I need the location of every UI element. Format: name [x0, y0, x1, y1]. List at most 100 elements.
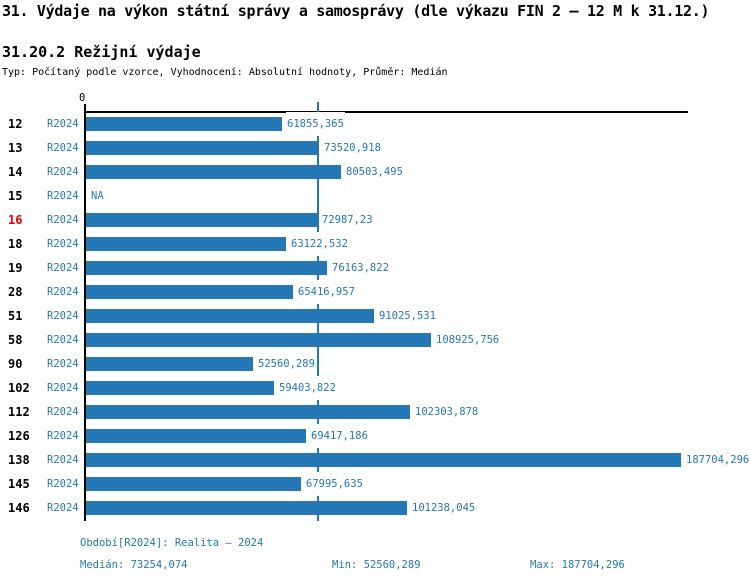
chart-row: 145 R2024 67995,635 [0, 472, 750, 496]
row-number: 12 [8, 117, 23, 131]
bar-value-label: 80503,495 [345, 160, 404, 184]
chart-row: 28 R2024 65416,957 [0, 280, 750, 304]
min-label: Min: [332, 559, 358, 571]
row-number: 51 [8, 309, 23, 323]
bar [86, 141, 319, 155]
bar-value-label: 59403,822 [278, 376, 337, 400]
row-period-label: R2024 [47, 262, 79, 274]
row-number: 13 [8, 141, 23, 155]
chart-row: 58 R2024 108925,756 [0, 328, 750, 352]
bar [86, 165, 341, 179]
row-period-label: R2024 [47, 406, 79, 418]
row-period-label: R2024 [47, 478, 79, 490]
row-number: 90 [8, 357, 23, 371]
row-number: 102 [8, 381, 30, 395]
bar [86, 333, 431, 347]
bar-value-label: 76163,822 [331, 256, 390, 280]
median-stat: Medián: 73254,074 [80, 559, 188, 571]
bar-value-label: 67995,635 [305, 472, 364, 496]
chart-row: 90 R2024 52560,289 [0, 352, 750, 376]
chart-row: 138 R2024 187704,296 [0, 448, 750, 472]
row-number: 146 [8, 501, 30, 515]
median-value: 73254,074 [130, 559, 188, 571]
bar-value-label: NA [91, 190, 104, 202]
bar-value-label: 63122,532 [290, 232, 349, 256]
axis-zero-label: 0 [79, 92, 86, 104]
row-number: 15 [8, 189, 23, 203]
bar-value-label: 73520,918 [323, 136, 382, 160]
period-legend: Období[R2024]: Realita – 2024 [80, 537, 264, 549]
row-period-label: R2024 [47, 238, 79, 250]
max-value: 187704,296 [561, 559, 625, 571]
bar-value-label: 72987,23 [321, 208, 374, 232]
bar [86, 477, 301, 491]
median-label: Medián: [80, 559, 125, 571]
chart-row: 13 R2024 73520,918 [0, 136, 750, 160]
chart-row: 102 R2024 59403,822 [0, 376, 750, 400]
chart-row: 14 R2024 80503,495 [0, 160, 750, 184]
row-period-label: R2024 [47, 214, 79, 226]
bar [86, 309, 374, 323]
bar-value-label: 65416,957 [297, 280, 356, 304]
row-number: 112 [8, 405, 30, 419]
bar [86, 237, 286, 251]
chart-row: 19 R2024 76163,822 [0, 256, 750, 280]
row-period-label: R2024 [47, 430, 79, 442]
row-number: 18 [8, 237, 23, 251]
bar-value-label: 187704,296 [685, 448, 750, 472]
bar [86, 261, 327, 275]
max-stat: Max: 187704,296 [530, 559, 625, 571]
indicator-title: 31.20.2 Režijní výdaje [2, 43, 201, 61]
row-number: 126 [8, 429, 30, 443]
row-period-label: R2024 [47, 382, 79, 394]
bar [86, 501, 407, 515]
row-period-label: R2024 [47, 166, 79, 178]
row-number: 28 [8, 285, 23, 299]
bar [86, 453, 681, 467]
bar-value-label: 61855,365 [286, 112, 345, 136]
bar-value-label: 91025,531 [378, 304, 437, 328]
chart-row: 18 R2024 63122,532 [0, 232, 750, 256]
row-number: 19 [8, 261, 23, 275]
row-period-label: R2024 [47, 286, 79, 298]
row-period-label: R2024 [47, 334, 79, 346]
row-number: 14 [8, 165, 23, 179]
bar [86, 405, 410, 419]
indicator-meta: Typ: Počítaný podle vzorce, Vyhodnocení:… [2, 67, 448, 78]
row-number: 16 [8, 213, 23, 227]
bar-value-label: 101238,045 [411, 496, 477, 520]
row-number: 58 [8, 333, 23, 347]
report-title: 31. Výdaje na výkon státní správy a samo… [2, 2, 710, 20]
row-period-label: R2024 [47, 358, 79, 370]
row-period-label: R2024 [47, 502, 79, 514]
chart-row: 15 R2024 NA [0, 184, 750, 208]
chart-row: 51 R2024 91025,531 [0, 304, 750, 328]
bar [86, 285, 293, 299]
min-stat: Min: 52560,289 [332, 559, 421, 571]
bar [86, 381, 274, 395]
bar [86, 213, 317, 227]
chart-row: 146 R2024 101238,045 [0, 496, 750, 520]
chart-row: 112 R2024 102303,878 [0, 400, 750, 424]
min-value: 52560,289 [363, 559, 421, 571]
row-period-label: R2024 [47, 118, 79, 130]
bar-value-label: 69417,186 [310, 424, 369, 448]
row-number: 145 [8, 477, 30, 491]
chart-row: 16 R2024 72987,23 [0, 208, 750, 232]
bar-value-label: 108925,756 [435, 328, 501, 352]
max-label: Max: [530, 559, 556, 571]
bar-value-label: 52560,289 [257, 352, 316, 376]
bar [86, 117, 282, 131]
chart-row: 126 R2024 69417,186 [0, 424, 750, 448]
y-axis-line [84, 104, 86, 521]
bar [86, 357, 253, 371]
row-number: 138 [8, 453, 30, 467]
row-period-label: R2024 [47, 142, 79, 154]
row-period-label: R2024 [47, 190, 79, 202]
bar [86, 429, 306, 443]
chart-row: 12 R2024 61855,365 [0, 112, 750, 136]
plot-top-border [84, 111, 688, 113]
row-period-label: R2024 [47, 454, 79, 466]
bar-value-label: 102303,878 [414, 400, 480, 424]
